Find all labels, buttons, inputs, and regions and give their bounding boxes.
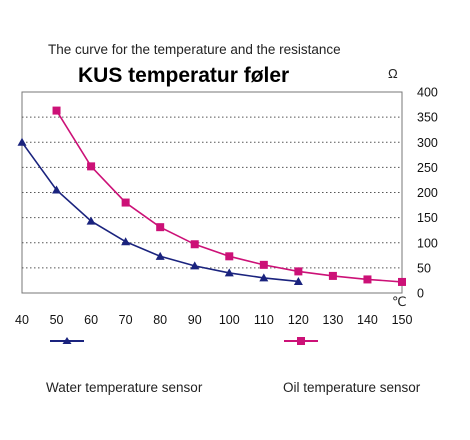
series-water-point bbox=[190, 261, 200, 270]
y-axis-tick-labels: 0 50 100 150 200 250 300 350 400 bbox=[417, 86, 438, 301]
series-oil-point bbox=[121, 198, 130, 207]
y-tick-label: 150 bbox=[417, 211, 438, 225]
x-tick-label: 130 bbox=[322, 313, 343, 327]
series-oil-point bbox=[363, 275, 372, 284]
x-tick-label: 120 bbox=[288, 313, 309, 327]
y-tick-label: 200 bbox=[417, 186, 438, 200]
y-tick-label: 100 bbox=[417, 236, 438, 250]
x-axis-tick-labels: 40 50 60 70 80 90 100 110 120 130 140 150 bbox=[15, 313, 412, 327]
series-water-point bbox=[52, 185, 62, 194]
y-tick-label: 350 bbox=[417, 111, 438, 125]
x-tick-label: 80 bbox=[153, 313, 167, 327]
chart-title: KUS temperatur føler bbox=[78, 64, 289, 87]
chart-subtitle: The curve for the temperature and the re… bbox=[48, 42, 341, 57]
x-tick-label: 70 bbox=[119, 313, 133, 327]
series-oil-point bbox=[225, 252, 234, 261]
series-water-point bbox=[293, 276, 303, 285]
series-oil-point bbox=[398, 277, 406, 286]
legend-water: Water temperature sensor bbox=[46, 337, 203, 395]
x-tick-label: 100 bbox=[219, 313, 240, 327]
y-tick-label: 250 bbox=[417, 161, 438, 175]
series-oil-point bbox=[259, 260, 268, 269]
x-tick-label: 140 bbox=[357, 313, 378, 327]
y-axis-unit: Ω bbox=[388, 66, 398, 81]
grid-lines bbox=[22, 116, 402, 269]
legend-oil-label: Oil temperature sensor bbox=[283, 380, 421, 395]
series-water-point bbox=[259, 273, 269, 282]
legend-oil-square-marker bbox=[297, 337, 305, 345]
series-oil-point bbox=[52, 106, 61, 115]
series-oil-point bbox=[328, 271, 337, 280]
legend-water-label: Water temperature sensor bbox=[46, 380, 203, 395]
x-tick-label: 40 bbox=[15, 313, 29, 327]
x-tick-label: 60 bbox=[84, 313, 98, 327]
y-tick-label: 0 bbox=[417, 287, 424, 301]
x-tick-label: 50 bbox=[50, 313, 64, 327]
series-water-point bbox=[224, 268, 234, 277]
y-tick-label: 300 bbox=[417, 136, 438, 150]
legend-oil: Oil temperature sensor bbox=[283, 337, 421, 395]
x-axis-unit: ℃ bbox=[392, 294, 407, 309]
series-oil-point bbox=[190, 240, 199, 249]
legend-water-triangle-marker bbox=[62, 337, 72, 344]
y-tick-label: 50 bbox=[417, 261, 431, 275]
series-water-point bbox=[86, 216, 96, 225]
series-water-point bbox=[121, 237, 131, 246]
series-oil-point bbox=[294, 267, 303, 276]
x-tick-label: 90 bbox=[188, 313, 202, 327]
series-water-point bbox=[155, 251, 165, 260]
series-layer bbox=[17, 106, 406, 286]
series-oil-point bbox=[156, 223, 165, 232]
series-water-point bbox=[17, 137, 27, 146]
y-tick-label: 400 bbox=[417, 86, 438, 100]
series-oil-point bbox=[87, 162, 96, 171]
x-tick-label: 110 bbox=[254, 313, 274, 327]
x-tick-label: 150 bbox=[392, 313, 413, 327]
